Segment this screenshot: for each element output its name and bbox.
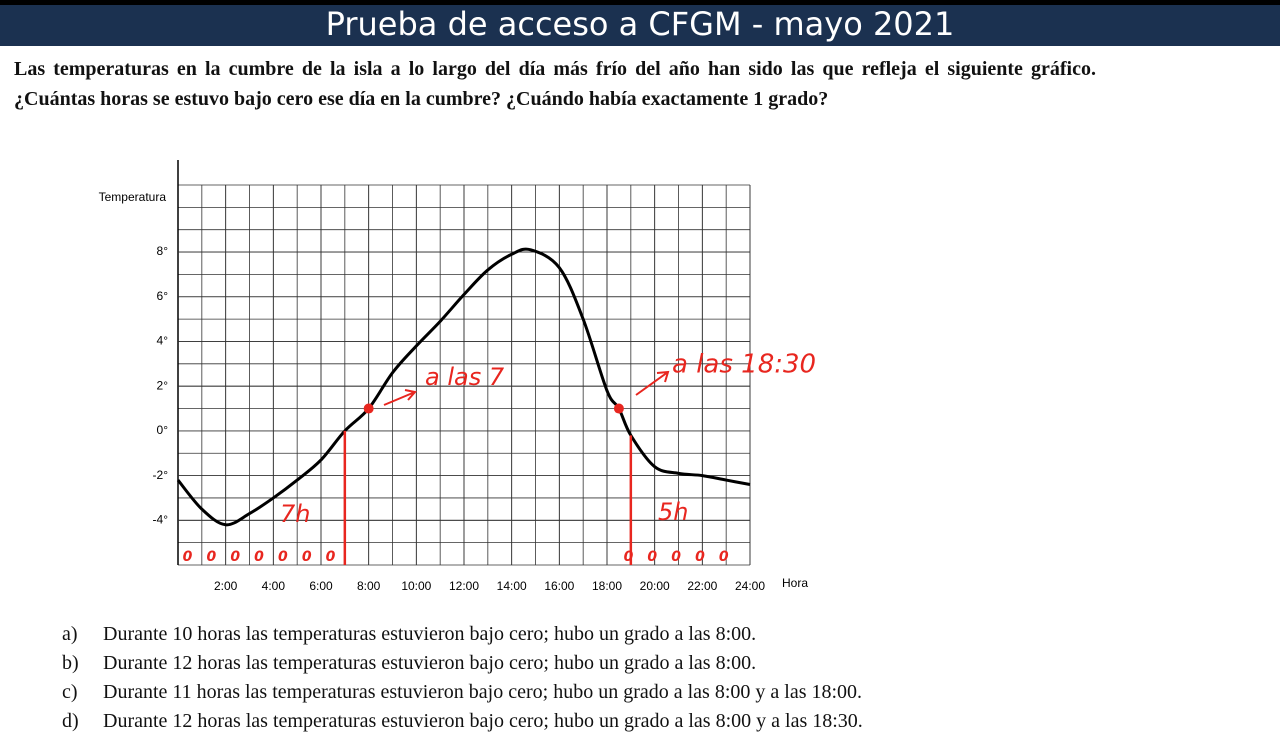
title: Prueba de acceso a CFGM - mayo 2021 (325, 5, 955, 43)
option-letter: b) (62, 652, 79, 674)
x-tick-label: 2:00 (214, 579, 238, 593)
x-tick-label: 22:00 (687, 579, 717, 593)
y-tick-label: 6° (157, 289, 169, 303)
option-text: Durante 11 horas las temperaturas estuvi… (103, 681, 863, 703)
hand-zero: 0 (695, 549, 705, 565)
option-letter: c) (62, 681, 78, 703)
y-tick-label: 8° (157, 244, 169, 258)
x-axis-label: Hora (782, 576, 808, 590)
title-bar: Prueba de acceso a CFGM - mayo 2021 (0, 5, 1280, 46)
hand-zero: 0 (719, 549, 729, 565)
hand-zero: 0 (671, 549, 681, 565)
hand-note: 7h (280, 500, 310, 528)
hand-arrow (635, 370, 670, 396)
y-tick-label: 0° (157, 423, 169, 437)
y-tick-label: 2° (157, 378, 169, 392)
x-tick-label: 14:00 (497, 579, 527, 593)
hand-zero: 0 (278, 549, 288, 565)
hand-zero: 0 (326, 549, 336, 565)
hand-zero: 0 (183, 549, 193, 565)
hand-dot (363, 403, 374, 414)
y-axis-label: Temperatura (99, 190, 167, 204)
question: Las temperaturas en la cumbre de la isla… (14, 58, 1096, 110)
option-letter: d) (62, 710, 79, 732)
option-letter: a) (62, 623, 78, 645)
hand-note: a las 7 (425, 363, 505, 391)
top-strip (0, 0, 1280, 5)
y-tick-label: -2° (153, 468, 169, 482)
option: b) Durante 12 horas las temperaturas estu… (62, 649, 863, 678)
hand-zero: 0 (624, 549, 634, 565)
option-text: Durante 12 horas las temperaturas estuvi… (103, 652, 757, 674)
x-tick-label: 20:00 (640, 579, 670, 593)
x-tick-label: 12:00 (449, 579, 479, 593)
hand-note: 5h (658, 498, 688, 526)
x-tick-label: 4:00 (262, 579, 286, 593)
x-tick-label: 10:00 (401, 579, 431, 593)
temperature-line (176, 247, 751, 527)
y-tick-label: 4° (157, 334, 169, 348)
x-tick-label: 8:00 (357, 579, 381, 593)
hand-note: a las 18:30 (672, 350, 816, 380)
option-text: Durante 10 horas las temperaturas estuvi… (103, 623, 757, 645)
hand-zero: 0 (647, 549, 657, 565)
x-tick-label: 18:00 (592, 579, 622, 593)
hand-zero: 0 (254, 549, 264, 565)
y-tick-label: -4° (153, 512, 169, 526)
chart: Temperatura Hora 8° 6° 4° 2° 0° -2° -4° 2:00 4:0… (99, 160, 816, 593)
hand-zero: 0 (206, 549, 216, 565)
options: a) Durante 10 horas las temperaturas estu… (62, 620, 863, 736)
x-tick-label: 24:00 (735, 579, 765, 593)
option: a) Durante 10 horas las temperaturas estu… (62, 620, 863, 649)
hand-zero: 0 (230, 549, 240, 565)
x-tick-label: 16:00 (544, 579, 574, 593)
option: d) Durante 12 horas las temperaturas estu… (62, 707, 863, 736)
hand-zero: 0 (302, 549, 312, 565)
x-tick-label: 6:00 (309, 579, 333, 593)
hand-arrow (383, 389, 417, 406)
option: c) Durante 11 horas las temperaturas estu… (62, 678, 863, 707)
hand-dot (613, 403, 624, 414)
option-text: Durante 12 horas las temperaturas estuvi… (103, 710, 863, 732)
